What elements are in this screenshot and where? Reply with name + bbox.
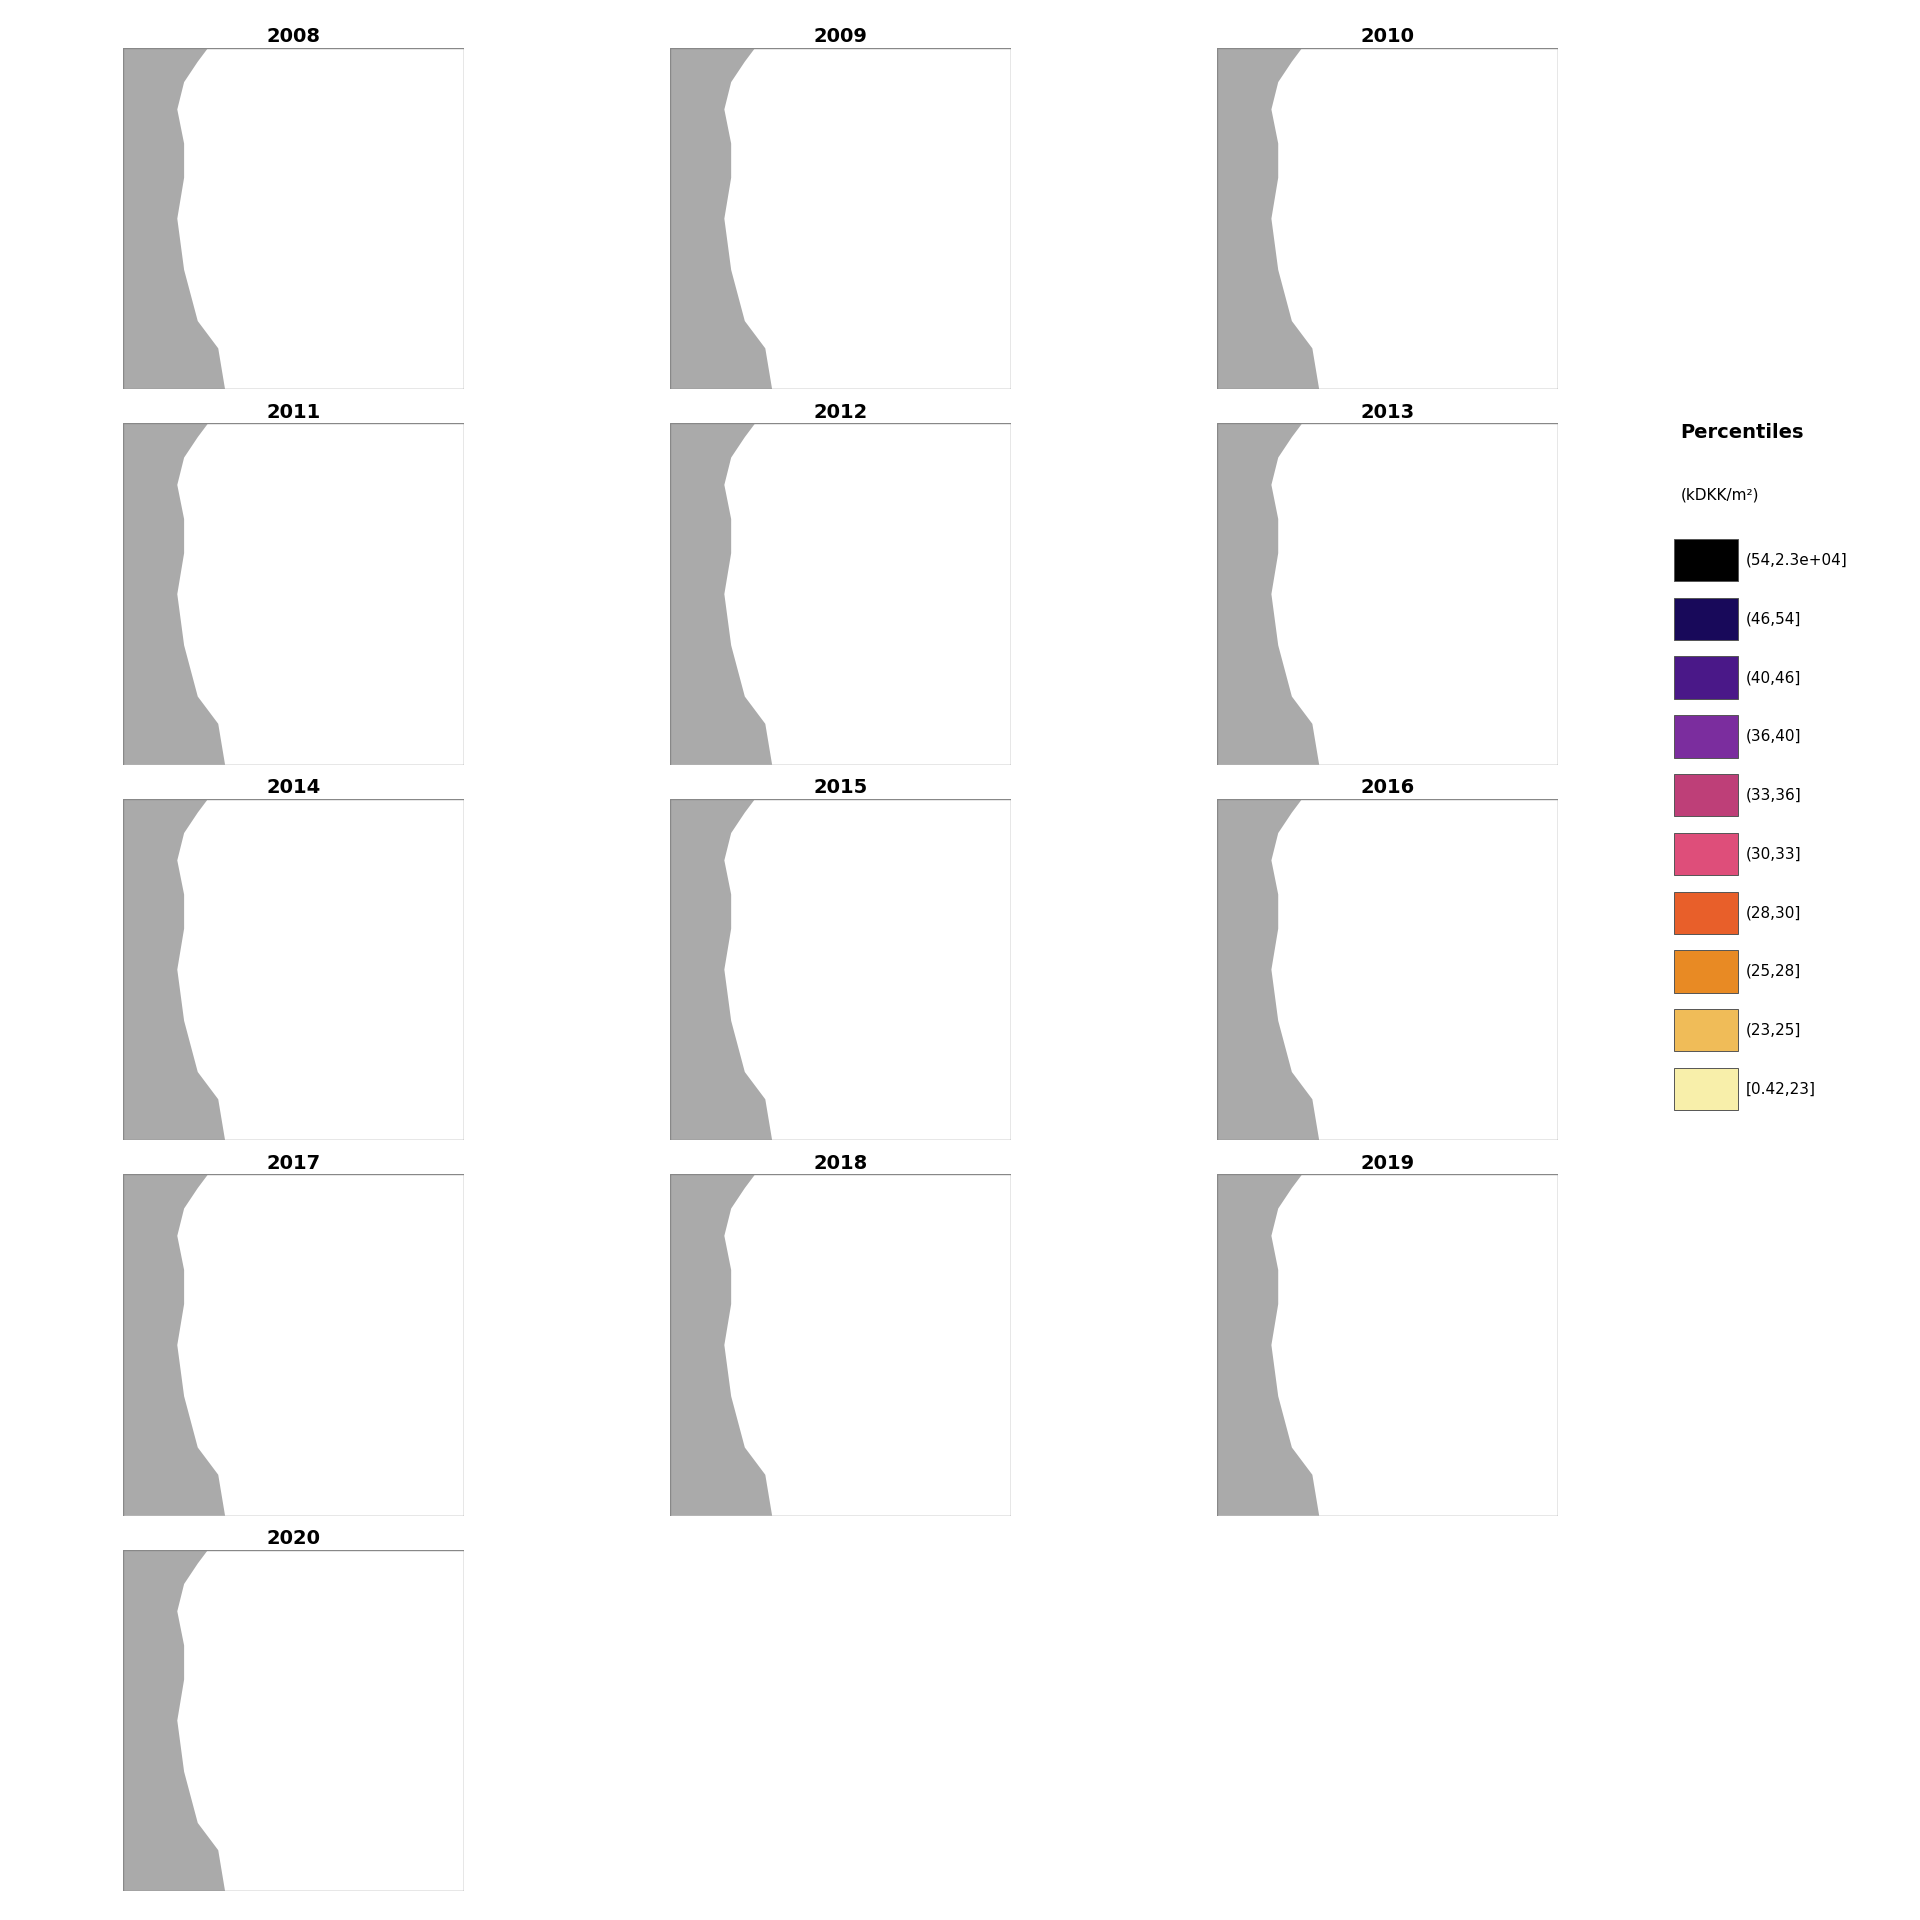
Title: 2008: 2008 <box>267 27 321 46</box>
Polygon shape <box>1217 799 1319 1140</box>
Text: (28,30]: (28,30] <box>1745 904 1801 920</box>
Text: (23,25]: (23,25] <box>1745 1023 1801 1037</box>
Title: 2014: 2014 <box>267 778 321 797</box>
Polygon shape <box>670 48 772 390</box>
FancyBboxPatch shape <box>1674 833 1738 876</box>
Polygon shape <box>670 424 772 764</box>
Polygon shape <box>123 1549 225 1891</box>
Text: (40,46]: (40,46] <box>1745 670 1801 685</box>
Text: (46,54]: (46,54] <box>1745 611 1801 626</box>
FancyBboxPatch shape <box>1674 891 1738 933</box>
Polygon shape <box>1217 1175 1319 1515</box>
Title: 2011: 2011 <box>267 403 321 422</box>
Text: (kDKK/m²): (kDKK/m²) <box>1680 488 1759 503</box>
Title: 2015: 2015 <box>814 778 868 797</box>
Title: 2019: 2019 <box>1361 1154 1415 1173</box>
Title: 2020: 2020 <box>267 1530 321 1548</box>
Polygon shape <box>670 1175 772 1515</box>
FancyBboxPatch shape <box>1674 774 1738 816</box>
FancyBboxPatch shape <box>1674 597 1738 639</box>
Polygon shape <box>1217 48 1319 390</box>
Title: 2018: 2018 <box>814 1154 868 1173</box>
Polygon shape <box>123 1175 225 1515</box>
Text: (30,33]: (30,33] <box>1745 847 1801 862</box>
Title: 2010: 2010 <box>1361 27 1415 46</box>
Text: [0.42,23]: [0.42,23] <box>1745 1081 1816 1096</box>
Text: (33,36]: (33,36] <box>1745 787 1801 803</box>
FancyBboxPatch shape <box>1674 1068 1738 1110</box>
FancyBboxPatch shape <box>1674 1010 1738 1052</box>
Polygon shape <box>1217 424 1319 764</box>
Polygon shape <box>123 799 225 1140</box>
FancyBboxPatch shape <box>1674 657 1738 699</box>
Text: (54,2.3e+04]: (54,2.3e+04] <box>1745 553 1847 568</box>
FancyBboxPatch shape <box>1674 540 1738 582</box>
Polygon shape <box>670 799 772 1140</box>
Text: (25,28]: (25,28] <box>1745 964 1801 979</box>
Title: 2013: 2013 <box>1361 403 1415 422</box>
Polygon shape <box>123 48 225 390</box>
Text: (36,40]: (36,40] <box>1745 730 1801 743</box>
FancyBboxPatch shape <box>1674 714 1738 758</box>
Title: 2009: 2009 <box>814 27 868 46</box>
Title: 2016: 2016 <box>1361 778 1415 797</box>
Text: Percentiles: Percentiles <box>1680 424 1805 442</box>
FancyBboxPatch shape <box>1674 950 1738 993</box>
Title: 2017: 2017 <box>267 1154 321 1173</box>
Polygon shape <box>123 424 225 764</box>
Title: 2012: 2012 <box>814 403 868 422</box>
